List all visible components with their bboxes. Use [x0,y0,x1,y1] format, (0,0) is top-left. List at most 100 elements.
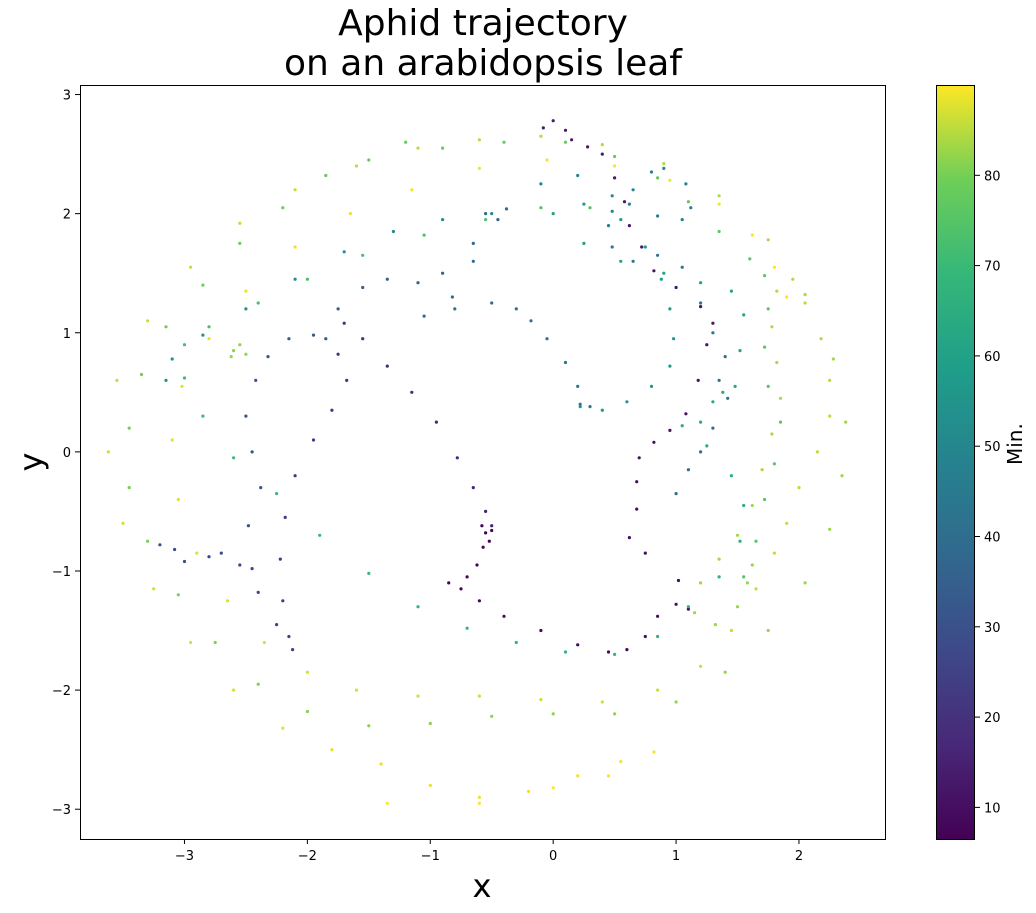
trajectory-point [686,200,691,204]
trajectory-point [619,760,623,764]
trajectory-point [742,575,746,579]
trajectory-point [385,801,389,805]
trajectory-point [207,337,211,341]
trajectory-point [656,614,660,618]
trajectory-point [121,521,125,525]
trajectory-point [219,551,223,555]
trajectory-point [305,670,309,674]
trajectory-point [189,265,193,269]
trajectory-point [668,307,672,311]
trajectory-point [428,721,432,726]
trajectory-point [345,378,349,382]
trajectory-point [815,450,820,454]
trajectory-point [652,750,656,754]
trajectory-point [164,378,168,382]
trajectory-point [551,786,555,790]
trajectory-point [643,634,647,639]
trajectory-point [293,188,297,192]
trajectory-point [146,539,150,543]
trajectory-point [649,170,654,174]
trajectory-point [635,507,639,511]
trajectory-point [600,700,604,704]
trajectory-point [742,503,746,508]
trajectory-point [115,378,119,382]
trajectory-point [293,245,297,249]
trajectory-point [656,253,660,257]
trajectory-point [791,277,795,281]
trajectory-point [477,694,481,698]
x-tick-label: −2 [298,849,317,864]
trajectory-point [496,218,500,222]
trajectory-point [674,285,678,290]
trajectory-point [576,643,580,647]
trajectory-point [696,378,700,382]
trajectory-point [717,202,721,206]
trajectory-point [606,650,611,654]
chart-title: Aphid trajectory on an arabidopsis leaf [80,4,886,84]
trajectory-point [361,285,365,290]
trajectory-point [735,533,740,537]
trajectory-point [717,194,721,198]
trajectory-point [246,524,250,528]
trajectory-point [699,281,703,285]
trajectory-point [717,557,721,561]
trajectory-point [428,783,432,788]
trajectory-point [490,301,494,305]
y-tick-label: 1 [63,327,71,342]
y-tick-label: 3 [63,89,71,104]
trajectory-point [619,218,623,222]
colorbar-ticks: 10 20 30 40 50 60 70 80 [975,169,1001,816]
trajectory-point [750,563,754,567]
trajectory-point [763,345,767,349]
trajectory-point [717,378,721,382]
trajectory-point [201,414,205,418]
trajectory-point [680,424,684,428]
trajectory-point [844,420,848,424]
trajectory-point [785,521,789,525]
trajectory-point [336,352,340,356]
trajectory-point [797,486,801,490]
y-tick-label: 2 [63,208,71,223]
trajectory-point [450,295,454,299]
trajectory-segment-early [447,119,715,654]
trajectory-point [342,250,346,254]
trajectory-point [441,146,445,150]
trajectory-point [391,229,395,234]
trajectory-point [656,688,660,692]
trajectory-point [576,774,580,778]
trajectory-point [281,599,285,603]
trajectory-point [772,551,777,555]
trajectory-point [686,607,691,611]
trajectory-point [662,166,666,170]
trajectory-point [256,682,260,686]
trajectory-point [699,450,703,454]
trajectory-point [742,313,746,317]
y-axis-label: y [12,453,50,472]
trajectory-point [738,349,742,353]
x-tick-label: 1 [672,849,680,864]
colorbar [936,85,975,840]
trajectory-point [477,599,481,603]
trajectory-point [484,509,488,513]
trajectory-point [600,152,604,156]
trajectory-point [348,212,352,216]
trajectory-point [477,795,481,799]
trajectory-point [484,218,488,222]
trajectory-point [238,563,242,567]
trajectory-point [465,575,469,579]
trajectory-point [275,492,279,496]
trajectory-point [711,331,715,335]
trajectory-point [385,364,389,368]
trajectory-point [674,700,678,704]
trajectory-point [146,319,150,323]
trajectory-point [305,709,309,714]
trajectory-point [416,605,420,609]
trajectory-point [490,212,494,216]
trajectory-point [311,333,316,337]
trajectory-segment-middle [164,166,730,496]
trajectory-point [441,218,445,222]
trajectory-point [689,206,693,210]
trajectory-point [803,581,807,585]
trajectory-point [539,628,543,633]
trajectory-point [447,581,451,585]
